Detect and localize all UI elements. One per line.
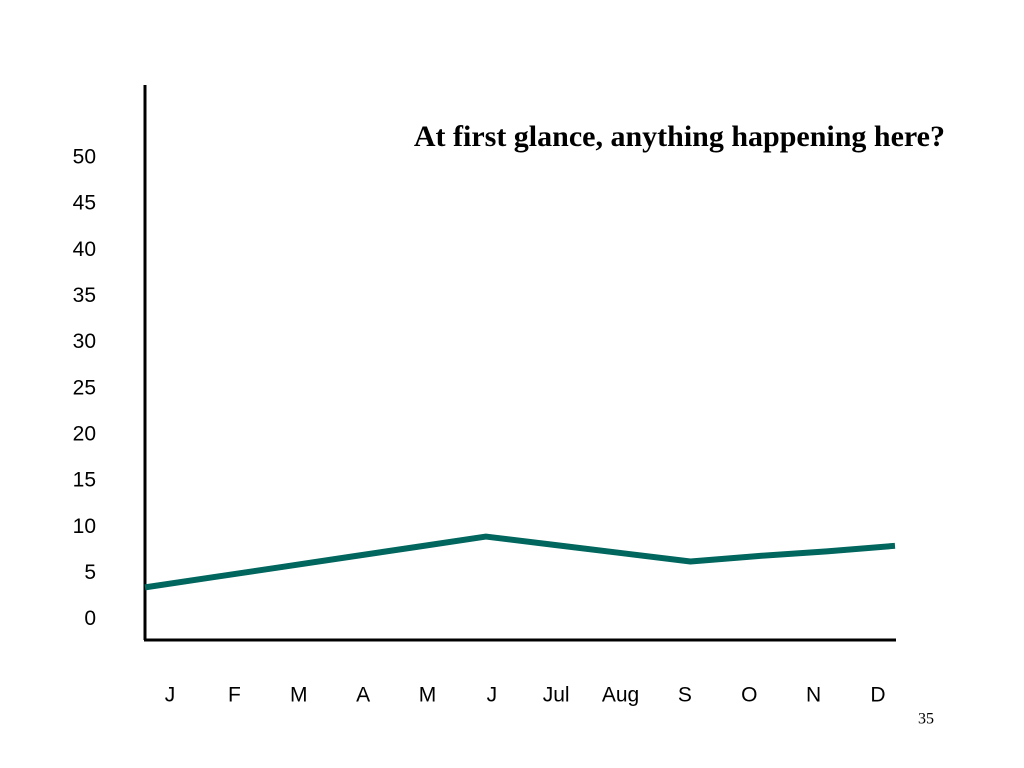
y-tick-label: 25 xyxy=(73,376,96,399)
y-tick-label: 15 xyxy=(73,469,96,492)
x-tick-label: S xyxy=(678,684,692,707)
x-tick-label: Aug xyxy=(602,684,639,707)
x-tick-label: Jul xyxy=(543,684,570,707)
x-tick-label: D xyxy=(870,684,885,707)
y-tick-label: 30 xyxy=(73,330,96,353)
data-line xyxy=(144,533,896,591)
y-tick-label: 0 xyxy=(84,607,96,630)
x-tick-label: J xyxy=(487,684,498,707)
y-tick-label: 5 xyxy=(84,561,96,584)
x-tick-label: M xyxy=(290,684,308,707)
y-tick-label: 35 xyxy=(73,284,96,307)
x-tick-label: F xyxy=(228,684,241,707)
y-tick-label: 20 xyxy=(73,423,96,446)
y-tick-label: 50 xyxy=(73,146,96,169)
chart-title: At first glance, anything happening here… xyxy=(414,120,945,153)
x-tick-label: N xyxy=(806,684,821,707)
x-tick-label: A xyxy=(356,684,370,707)
page-number: 35 xyxy=(918,711,934,728)
x-tick-label: J xyxy=(165,684,176,707)
x-tick-label: O xyxy=(741,684,757,707)
y-tick-label: 10 xyxy=(73,515,96,538)
x-tick-label: M xyxy=(419,684,437,707)
y-tick-label: 45 xyxy=(73,192,96,215)
y-tick-label: 40 xyxy=(73,238,96,261)
